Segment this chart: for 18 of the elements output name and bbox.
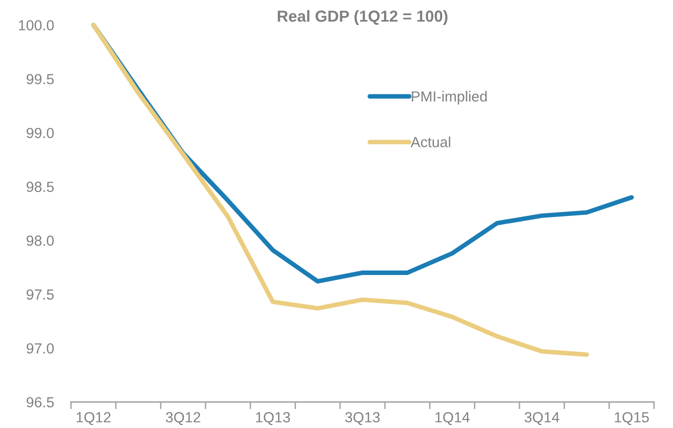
y-tick-label: 97.5 — [26, 289, 54, 300]
y-tick-label: 97.0 — [26, 343, 54, 354]
chart-title: Real GDP (1Q12 = 100) — [278, 10, 448, 25]
legend-label: Actual — [410, 136, 450, 148]
y-tick-label: 98.0 — [26, 236, 54, 246]
x-tick-label: 1Q15 — [614, 412, 649, 426]
x-tick-label: 3Q14 — [524, 412, 560, 426]
x-tick-label: 1Q13 — [256, 412, 290, 426]
legend-label: PMI-implied — [412, 90, 487, 104]
y-tick-label: 99.0 — [26, 128, 54, 138]
y-tick-label: 99.5 — [26, 74, 54, 84]
y-tick-label: 96.5 — [26, 397, 54, 408]
x-tick-label: 3Q12 — [166, 412, 200, 426]
x-tick-label: 1Q14 — [435, 412, 470, 426]
x-tick-label: 3Q13 — [345, 412, 380, 426]
y-tick-label: 98.5 — [26, 182, 54, 192]
x-tick-label: 1Q12 — [76, 412, 111, 426]
y-tick-label: 100.0 — [18, 20, 54, 30]
